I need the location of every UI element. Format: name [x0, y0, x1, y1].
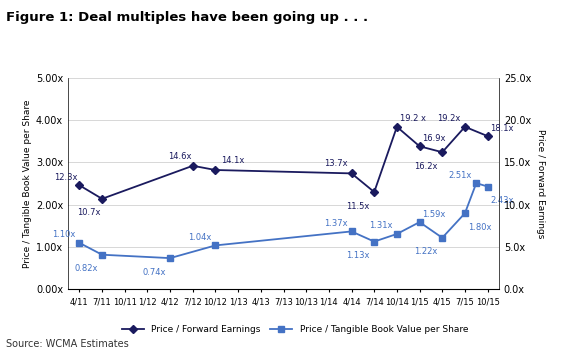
Price / Forward Earnings: [371, 190, 378, 194]
Price / Tangible Book Value per Share: [462, 211, 468, 215]
Text: 10.7x: 10.7x: [77, 209, 100, 217]
Text: 12.3x: 12.3x: [54, 173, 78, 182]
Price / Tangible Book Value per Share: [348, 229, 355, 234]
Price / Forward Earnings: [484, 134, 491, 138]
Text: 1.80x: 1.80x: [468, 223, 491, 232]
Price / Forward Earnings: [99, 197, 105, 201]
Text: 19.2x: 19.2x: [437, 114, 460, 123]
Text: 16.9x: 16.9x: [422, 134, 446, 143]
Y-axis label: Price / Forward Earnings: Price / Forward Earnings: [536, 129, 545, 238]
Line: Price / Forward Earnings: Price / Forward Earnings: [76, 124, 491, 202]
Text: 2.51x: 2.51x: [448, 170, 472, 180]
Price / Tangible Book Value per Share: [416, 220, 423, 224]
Price / Forward Earnings: [189, 164, 196, 168]
Text: 14.1x: 14.1x: [221, 156, 244, 165]
Line: Price / Tangible Book Value per Share: Price / Tangible Book Value per Share: [77, 180, 490, 261]
Text: 1.13x: 1.13x: [346, 251, 370, 260]
Text: 1.22x: 1.22x: [414, 247, 438, 256]
Text: 16.2x: 16.2x: [414, 162, 438, 171]
Price / Forward Earnings: [416, 144, 423, 148]
Price / Tangible Book Value per Share: [393, 232, 400, 236]
Price / Tangible Book Value per Share: [484, 184, 491, 189]
Text: 13.7x: 13.7x: [324, 160, 348, 168]
Text: 1.37x: 1.37x: [324, 219, 348, 228]
Price / Tangible Book Value per Share: [473, 181, 480, 185]
Price / Forward Earnings: [462, 125, 468, 129]
Text: 2.43x: 2.43x: [490, 196, 514, 205]
Price / Tangible Book Value per Share: [212, 243, 219, 247]
Text: Figure 1: Deal multiples have been going up . . .: Figure 1: Deal multiples have been going…: [6, 11, 368, 24]
Price / Forward Earnings: [76, 183, 83, 187]
Price / Forward Earnings: [348, 171, 355, 175]
Price / Forward Earnings: [212, 168, 219, 172]
Text: 1.31x: 1.31x: [369, 221, 392, 231]
Text: 1.59x: 1.59x: [422, 210, 446, 219]
Legend: Price / Forward Earnings, Price / Tangible Book Value per Share: Price / Forward Earnings, Price / Tangib…: [118, 322, 472, 338]
Price / Forward Earnings: [439, 150, 446, 154]
Text: 14.6x: 14.6x: [168, 152, 191, 161]
Text: 11.5x: 11.5x: [346, 202, 370, 211]
Text: 1.04x: 1.04x: [188, 233, 211, 242]
Price / Tangible Book Value per Share: [76, 241, 83, 245]
Price / Tangible Book Value per Share: [99, 253, 105, 257]
Text: 0.82x: 0.82x: [74, 264, 98, 273]
Text: Source: WCMA Estimates: Source: WCMA Estimates: [6, 340, 128, 349]
Y-axis label: Price / Tangible Book Value per Share: Price / Tangible Book Value per Share: [23, 99, 32, 268]
Price / Tangible Book Value per Share: [371, 239, 378, 244]
Price / Tangible Book Value per Share: [439, 236, 446, 240]
Text: 18.1x: 18.1x: [490, 124, 514, 133]
Price / Forward Earnings: [393, 125, 400, 129]
Text: 19.2 x: 19.2 x: [400, 114, 426, 123]
Text: 0.74x: 0.74x: [142, 268, 166, 277]
Text: 1.10x: 1.10x: [52, 230, 75, 239]
Price / Tangible Book Value per Share: [167, 256, 174, 260]
